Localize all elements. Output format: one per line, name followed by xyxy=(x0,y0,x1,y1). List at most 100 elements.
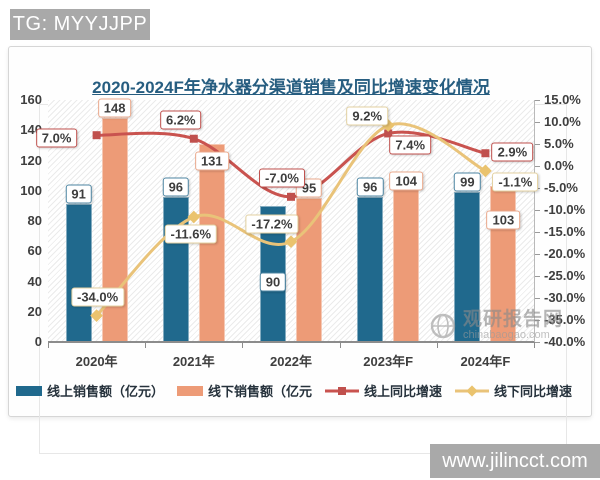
growth-label-online-growth-2024年F: 2.9% xyxy=(491,142,534,162)
diamond-marker-offline-growth xyxy=(479,164,492,178)
right-axis-tick xyxy=(535,232,540,233)
growth-label-online-growth-2023年F: 7.4% xyxy=(389,135,432,155)
right-axis-tick xyxy=(535,210,540,211)
legend-label-online-sales: 线上销售额（亿元） xyxy=(46,384,164,399)
x-axis-tick xyxy=(48,343,49,348)
right-y-axis-line xyxy=(534,100,535,342)
right-axis-tick-label: -25.0% xyxy=(544,268,586,283)
right-axis-tick-label: -35.0% xyxy=(544,312,586,327)
value-label-online-sales-2021年: 96 xyxy=(162,177,190,197)
bar-online-sales-2023年F xyxy=(357,196,384,342)
right-axis-tick xyxy=(535,100,540,101)
watermark-badge-bottom: www.jilincct.com xyxy=(430,444,600,478)
growth-label-offline-growth-2020年: -34.0% xyxy=(70,287,125,307)
right-axis-tick-label: -15.0% xyxy=(544,224,586,239)
watermark-site-url: chinabaogao.com xyxy=(463,329,550,341)
left-axis-tick-label: 100 xyxy=(20,182,42,198)
site-watermark: 观研报告网 chinabaogao.com xyxy=(427,310,563,341)
value-label-offline-sales-2022年: 95 xyxy=(295,178,323,198)
square-marker-online-growth xyxy=(92,131,101,140)
legend-line-swatch-online-growth xyxy=(325,386,359,395)
right-axis-tick-label: 0.0% xyxy=(544,158,574,173)
value-label-online-sales-2024年F: 99 xyxy=(454,172,481,192)
value-label-online-sales-2023年F: 96 xyxy=(356,177,384,197)
value-label-online-sales-2020年: 91 xyxy=(65,184,92,204)
bar-online-sales-2020年 xyxy=(65,204,92,342)
x-axis-category-label: 2024年F xyxy=(460,354,511,369)
square-marker-online-growth xyxy=(481,149,490,158)
x-axis-line xyxy=(48,341,535,343)
diamond-marker-offline-growth xyxy=(90,309,103,322)
growth-label-offline-growth-2022年: -17.2% xyxy=(245,214,299,234)
right-axis-tick xyxy=(535,122,540,123)
x-axis-category-label: 2022年 xyxy=(270,354,312,369)
x-axis-tick xyxy=(436,343,438,348)
legend-swatch-online-sales xyxy=(15,385,42,396)
x-axis-category-label: 2020年 xyxy=(75,354,118,369)
legend-line-swatch-offline-growth xyxy=(455,384,490,397)
legend-item-offline-growth: 线下同比增速 xyxy=(455,381,572,400)
bar-online-sales-2024年F xyxy=(454,192,481,342)
right-axis-tick-label: 5.0% xyxy=(544,136,574,151)
left-axis-tick-label: 40 xyxy=(27,273,42,289)
right-axis-tick xyxy=(535,342,540,343)
legend-label-offline-growth: 线下同比增速 xyxy=(494,384,573,399)
legend-swatch-offline-sales xyxy=(176,385,203,396)
bar-offline-sales-2023年F xyxy=(393,184,420,342)
globe-watermark-icon xyxy=(430,313,456,338)
right-axis-tick xyxy=(535,254,540,255)
left-axis-tick-label: 120 xyxy=(20,152,42,168)
x-axis-tick xyxy=(534,343,535,348)
legend-item-online-sales: 线上销售额（亿元） xyxy=(15,381,164,400)
growth-label-online-growth-2020年: 7.0% xyxy=(35,128,78,148)
right-axis-tick-label: -10.0% xyxy=(544,202,586,217)
value-label-online-sales-2022年: 90 xyxy=(259,272,287,292)
x-axis-category-label: 2023年F xyxy=(363,354,414,369)
diamond-marker-offline-growth xyxy=(284,235,298,249)
legend-label-online-growth: 线上同比增速 xyxy=(364,384,443,399)
legend-item-online-growth: 线上同比增速 xyxy=(325,381,442,400)
left-axis-tick-label: 0 xyxy=(34,334,42,349)
value-label-offline-sales-2021年: 131 xyxy=(194,151,229,171)
watermark-badge-top: TG: MYYJJPP xyxy=(10,9,150,40)
value-label-offline-sales-2020年: 148 xyxy=(97,98,132,118)
left-axis-tick-label: 160 xyxy=(20,92,42,107)
x-axis-tick xyxy=(145,343,147,348)
right-axis-tick-label: -20.0% xyxy=(544,246,586,261)
legend-item-offline-sales: 线下销售额（亿元 xyxy=(176,381,312,400)
right-axis-tick-label: -5.0% xyxy=(544,180,578,195)
square-marker-online-growth xyxy=(384,129,393,138)
legend-label-offline-sales: 线下销售额（亿元 xyxy=(207,384,312,399)
bar-offline-sales-2022年 xyxy=(296,198,322,342)
value-label-offline-sales-2024年F: 103 xyxy=(486,210,521,230)
diamond-marker-offline-growth xyxy=(187,210,201,224)
x-axis-tick xyxy=(339,343,341,348)
right-axis-tick xyxy=(535,276,540,277)
growth-label-online-growth-2022年: -7.0% xyxy=(259,168,305,188)
right-axis-tick xyxy=(535,320,540,321)
growth-label-offline-growth-2023年F: 9.2% xyxy=(346,106,389,126)
right-axis-tick-label: -30.0% xyxy=(544,290,586,305)
right-axis-tick xyxy=(535,298,540,299)
growth-label-offline-growth-2021年: -11.6% xyxy=(164,224,218,244)
growth-label-offline-growth-2024年F: -1.1% xyxy=(492,172,539,192)
left-axis-tick-label: 80 xyxy=(27,213,42,228)
right-axis-tick-label: -40.0% xyxy=(544,334,586,349)
right-axis-tick xyxy=(535,144,540,145)
x-axis-tick xyxy=(242,343,244,348)
watermark-site-name: 观研报告网 xyxy=(463,309,564,330)
growth-label-online-growth-2021年: 6.2% xyxy=(159,110,202,130)
right-axis-tick xyxy=(535,166,540,167)
x-axis-category-label: 2021年 xyxy=(172,354,215,369)
right-axis-tick-label: 10.0% xyxy=(544,114,581,129)
value-label-offline-sales-2023年F: 104 xyxy=(389,171,424,191)
square-marker-online-growth xyxy=(287,192,295,201)
chart-title: 2020-2024F年净水器分渠道销售及同比增速变化情况 xyxy=(92,78,490,97)
left-axis-tick-label: 20 xyxy=(27,303,42,319)
left-axis-tick-label: 60 xyxy=(27,243,42,259)
right-axis-tick-label: 15.0% xyxy=(544,92,581,107)
chart-legend: 线上销售额（亿元） 线下销售额（亿元 线上同比增速 线下同比增速 xyxy=(15,381,572,400)
square-marker-online-growth xyxy=(189,134,198,143)
line-series-layer xyxy=(90,119,492,322)
